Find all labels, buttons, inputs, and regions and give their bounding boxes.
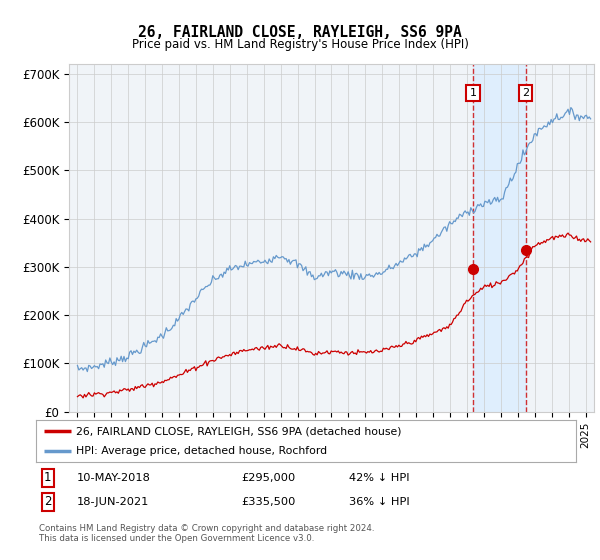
Text: 2: 2 bbox=[522, 88, 529, 99]
Text: 1: 1 bbox=[470, 88, 476, 99]
Text: £295,000: £295,000 bbox=[241, 473, 295, 483]
Text: 1: 1 bbox=[44, 471, 52, 484]
Text: This data is licensed under the Open Government Licence v3.0.: This data is licensed under the Open Gov… bbox=[39, 534, 314, 543]
Text: 2: 2 bbox=[44, 496, 52, 508]
Text: 26, FAIRLAND CLOSE, RAYLEIGH, SS6 9PA: 26, FAIRLAND CLOSE, RAYLEIGH, SS6 9PA bbox=[138, 25, 462, 40]
Bar bbox=[473, 64, 526, 412]
Text: 42% ↓ HPI: 42% ↓ HPI bbox=[349, 473, 410, 483]
Text: 36% ↓ HPI: 36% ↓ HPI bbox=[349, 497, 410, 507]
Text: HPI: Average price, detached house, Rochford: HPI: Average price, detached house, Roch… bbox=[77, 446, 328, 456]
Text: Price paid vs. HM Land Registry's House Price Index (HPI): Price paid vs. HM Land Registry's House … bbox=[131, 38, 469, 52]
Text: Contains HM Land Registry data © Crown copyright and database right 2024.: Contains HM Land Registry data © Crown c… bbox=[39, 524, 374, 533]
Text: 18-JUN-2021: 18-JUN-2021 bbox=[77, 497, 149, 507]
Text: 26, FAIRLAND CLOSE, RAYLEIGH, SS6 9PA (detached house): 26, FAIRLAND CLOSE, RAYLEIGH, SS6 9PA (d… bbox=[77, 426, 402, 436]
Text: 10-MAY-2018: 10-MAY-2018 bbox=[77, 473, 151, 483]
Text: £335,500: £335,500 bbox=[241, 497, 296, 507]
